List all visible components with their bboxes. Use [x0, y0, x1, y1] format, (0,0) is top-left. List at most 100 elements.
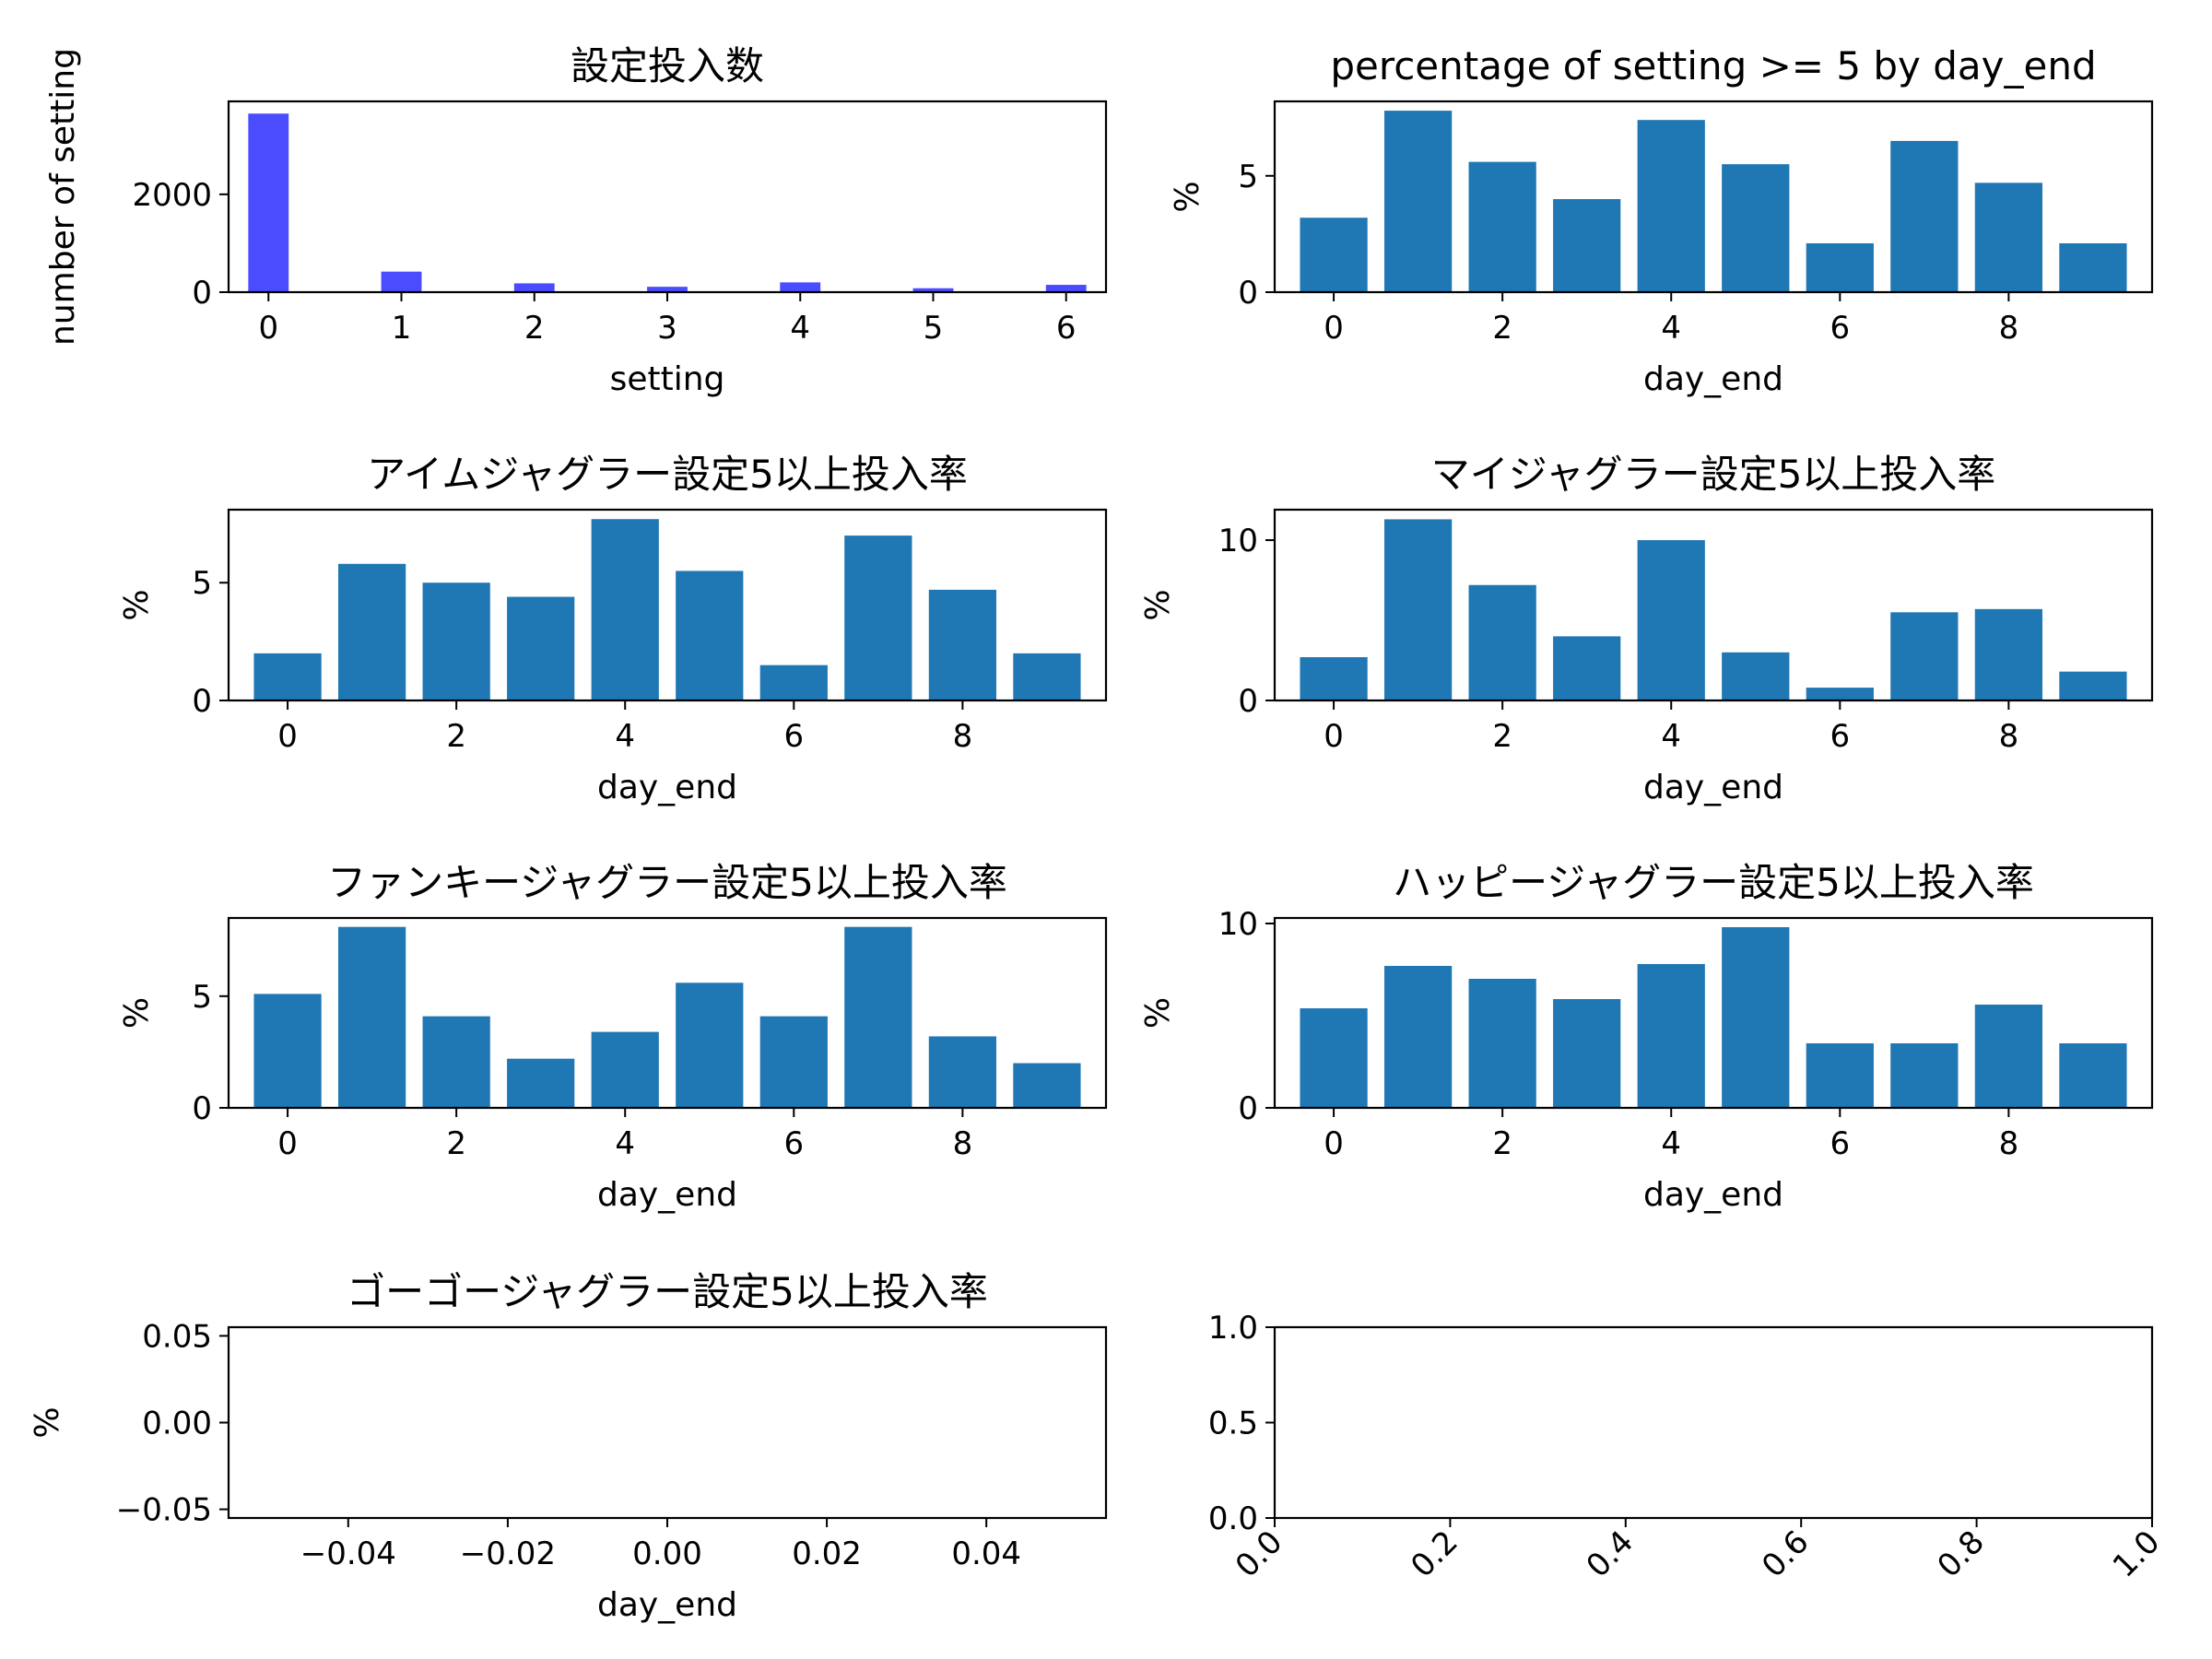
bar — [1013, 1063, 1081, 1108]
y-tick-label: 0.05 — [142, 1318, 212, 1355]
bar — [248, 113, 289, 293]
bar — [1890, 140, 1959, 292]
bar — [1468, 584, 1536, 700]
subplot-pct-aim: アイムジャグラー設定5以上投入率 0 2 4 6 8 0 5 day_end% — [118, 452, 1108, 806]
axes-frame — [227, 100, 1108, 294]
x-axis-label: day_end — [597, 769, 737, 806]
x-tick-label: 0.04 — [951, 1535, 1021, 1572]
y-axis-label: % — [1139, 589, 1177, 620]
bar — [928, 589, 996, 700]
x-tick-label: 4 — [1661, 1125, 1681, 1162]
y-tick-label: 0 — [1238, 683, 1258, 720]
bar — [422, 582, 490, 700]
x-tick-label: 4 — [615, 718, 635, 755]
bar — [1553, 999, 1621, 1108]
x-tick-label: 6 — [1830, 310, 1850, 347]
bar — [1637, 964, 1705, 1108]
axes-frame — [227, 1325, 1108, 1520]
y-axis-label: number of setting — [44, 48, 82, 346]
x-tick-label: 2 — [1492, 1125, 1512, 1162]
bar — [1468, 161, 1536, 292]
bar — [759, 1016, 828, 1108]
x-tick-label: −0.02 — [460, 1535, 556, 1572]
x-tick-label: 6 — [783, 1125, 804, 1162]
x-tick-label: 4 — [1661, 718, 1681, 755]
bar — [253, 653, 322, 700]
x-tick-label: 4 — [615, 1125, 635, 1162]
bar — [381, 271, 422, 292]
axes-frame — [227, 508, 1108, 702]
y-axis-label: % — [29, 1406, 66, 1438]
x-axis-label: day_end — [597, 1176, 737, 1214]
x-tick-label: −0.04 — [300, 1535, 396, 1572]
y-tick-label: 0.0 — [1208, 1500, 1258, 1537]
x-axis-label: day_end — [1643, 360, 1783, 398]
y-tick-label: 0.5 — [1208, 1406, 1258, 1442]
bar — [1384, 519, 1453, 700]
bar — [253, 994, 322, 1108]
chart-title: マイジャグラー設定5以上投入率 — [1431, 452, 1996, 497]
x-axis-label: day_end — [597, 1586, 737, 1624]
y-tick-label: 1.0 — [1208, 1310, 1258, 1347]
axes-frame — [1273, 916, 2154, 1110]
x-tick-label: 2 — [446, 718, 466, 755]
x-tick-label: 8 — [953, 1125, 973, 1162]
bar — [1974, 182, 2042, 292]
y-tick-label: 0 — [1238, 1090, 1258, 1127]
subplot-setting-count: 設定投入数 0 1 2 3 4 5 6 0 2000 setting number of settin… — [44, 43, 1108, 398]
x-tick-label: 0 — [1324, 1125, 1344, 1162]
y-axis-label: % — [118, 997, 156, 1029]
bar — [759, 665, 828, 700]
bar — [2059, 671, 2127, 700]
bar — [1806, 242, 1874, 292]
chart-title: percentage of setting >= 5 by day_end — [1330, 43, 2096, 88]
chart-title: ハッピージャグラー設定5以上投入率 — [1393, 860, 2034, 905]
bar — [1722, 927, 1790, 1108]
y-axis-label: % — [1169, 181, 1206, 212]
x-tick-label: 8 — [953, 718, 973, 755]
y-tick-label: 5 — [1238, 159, 1258, 195]
bar — [912, 288, 954, 292]
bar — [338, 563, 406, 700]
bar — [1974, 1005, 2042, 1108]
bar — [1013, 653, 1081, 700]
x-tick-label: 2 — [446, 1125, 466, 1162]
bar — [2059, 242, 2127, 292]
bar — [507, 1058, 575, 1108]
y-tick-label: 0 — [192, 275, 212, 312]
y-tick-label: 2000 — [132, 177, 212, 214]
x-tick-label: 3 — [657, 310, 677, 347]
x-tick-label: 1 — [392, 310, 412, 347]
y-tick-label: 5 — [192, 565, 212, 602]
x-tick-label: 0.2 — [1404, 1524, 1465, 1585]
y-tick-label: 0 — [192, 1090, 212, 1127]
bar — [1806, 688, 1874, 700]
y-tick-label: 10 — [1218, 523, 1258, 559]
bar — [676, 571, 744, 700]
axes-frame — [227, 916, 1108, 1110]
x-tick-label: 2 — [524, 310, 545, 347]
bar — [780, 282, 821, 292]
bar — [1974, 608, 2042, 700]
bar — [1890, 612, 1959, 700]
bar — [1553, 636, 1621, 700]
x-tick-label: 0 — [277, 1125, 298, 1162]
y-tick-label: 0 — [192, 683, 212, 720]
bar — [2059, 1043, 2127, 1108]
bar — [338, 926, 406, 1108]
y-tick-label: 10 — [1218, 906, 1258, 943]
y-tick-label: −0.05 — [116, 1492, 212, 1529]
bar — [1045, 285, 1087, 292]
bar — [422, 1016, 490, 1108]
axes-frame — [1273, 100, 2154, 294]
x-tick-label: 0.02 — [792, 1535, 862, 1572]
y-axis-label: % — [1139, 997, 1177, 1029]
x-tick-label: 6 — [783, 718, 804, 755]
bar — [647, 287, 688, 292]
x-tick-label: 0.6 — [1755, 1524, 1817, 1585]
x-tick-label: 2 — [1492, 310, 1512, 347]
axes-frame — [1273, 508, 2154, 702]
bar — [844, 926, 912, 1108]
x-axis-label: day_end — [1643, 769, 1783, 806]
